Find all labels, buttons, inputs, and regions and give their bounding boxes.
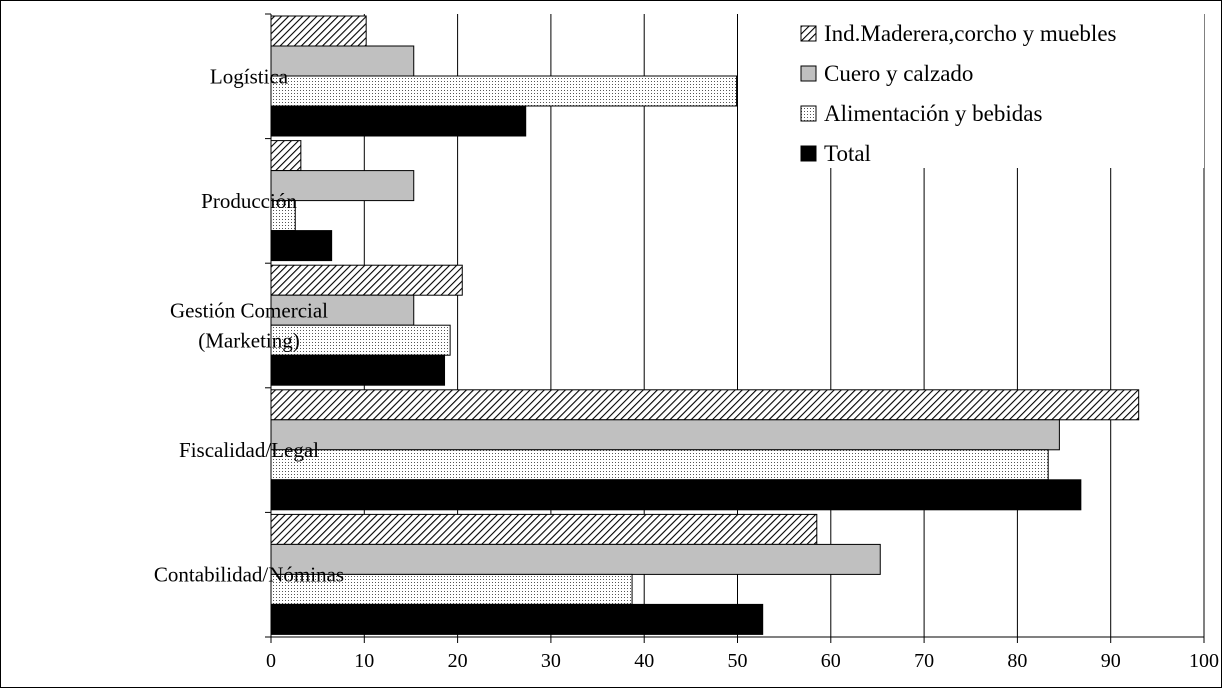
legend-label: Cuero y calzado	[824, 61, 973, 86]
labels: 0 10 20 30 40 50 60 70 80 90 100 Contabilidad/Nómin…	[154, 64, 1219, 672]
x-tick-label: 50	[728, 650, 748, 672]
category-label: (Marketing)	[198, 329, 299, 353]
bar	[270, 543, 881, 575]
bar	[270, 294, 415, 326]
bar	[270, 15, 367, 47]
bar	[270, 419, 1060, 451]
x-tick-label: 80	[1007, 650, 1027, 672]
x-tick-label: 90	[1101, 650, 1121, 672]
x-tick-label: 40	[634, 650, 654, 672]
bar	[270, 105, 527, 137]
legend-swatch	[800, 25, 817, 42]
legend-label: Alimentación y bebidas	[824, 101, 1042, 126]
category-label: Fiscalidad/Legal	[179, 438, 319, 462]
bar	[270, 479, 1082, 511]
bar	[270, 324, 451, 356]
bar	[270, 573, 633, 605]
legend-label: Total	[824, 141, 871, 166]
legend-label: Ind.Maderera,corcho y muebles	[824, 21, 1117, 46]
bar	[270, 230, 333, 262]
x-tick-label: 70	[914, 650, 934, 672]
category-label: Gestión Comercial	[170, 299, 328, 323]
bar	[270, 264, 463, 296]
x-tick-label: 0	[266, 650, 276, 672]
x-tick-label: 60	[821, 650, 841, 672]
bar	[270, 354, 446, 386]
bar	[270, 45, 415, 77]
x-tick-label: 20	[448, 650, 468, 672]
x-tick-label: 10	[354, 650, 374, 672]
legend-swatch	[800, 145, 817, 162]
category-label: Contabilidad/Nóminas	[154, 563, 344, 587]
x-tick-label: 30	[541, 650, 561, 672]
bar	[270, 140, 302, 172]
bar	[270, 75, 738, 107]
legend-swatch	[800, 105, 817, 122]
legend-swatch	[800, 65, 817, 82]
legend: Ind.Maderera,corcho y muebles Cuero y cal…	[792, 14, 1204, 168]
bar	[270, 603, 764, 635]
x-tick-label: 100	[1189, 650, 1219, 672]
legend-box	[792, 14, 1204, 168]
bar	[270, 449, 1049, 481]
bar	[270, 170, 415, 202]
bar	[270, 389, 1140, 421]
category-label: Logística	[210, 64, 289, 88]
bars	[270, 15, 1140, 635]
category-label: Producción	[201, 189, 297, 213]
bar	[270, 513, 818, 545]
